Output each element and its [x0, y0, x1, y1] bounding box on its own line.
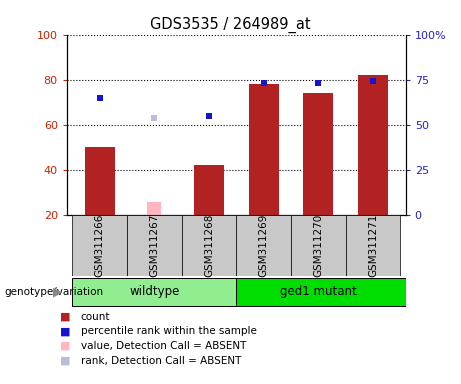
- Text: GDS3535 / 264989_at: GDS3535 / 264989_at: [150, 17, 311, 33]
- Bar: [303, 93, 333, 215]
- Text: GSM311268: GSM311268: [204, 214, 214, 278]
- Bar: [194, 166, 224, 215]
- Text: wildtype: wildtype: [129, 285, 179, 298]
- Bar: [182, 215, 236, 276]
- Bar: [127, 215, 182, 276]
- Bar: [236, 215, 291, 276]
- Text: GSM311266: GSM311266: [95, 214, 105, 278]
- Bar: [148, 202, 161, 215]
- Bar: [346, 215, 400, 276]
- Text: rank, Detection Call = ABSENT: rank, Detection Call = ABSENT: [81, 356, 241, 366]
- Text: GSM311271: GSM311271: [368, 214, 378, 278]
- Bar: [248, 84, 278, 215]
- Text: ▶: ▶: [53, 285, 62, 298]
- Bar: [358, 75, 388, 215]
- Text: percentile rank within the sample: percentile rank within the sample: [81, 326, 257, 336]
- Text: GSM311269: GSM311269: [259, 214, 269, 278]
- Text: ■: ■: [60, 326, 71, 336]
- Text: ■: ■: [60, 341, 71, 351]
- Text: GSM311270: GSM311270: [313, 214, 323, 277]
- Text: ■: ■: [60, 356, 71, 366]
- Text: ged1 mutant: ged1 mutant: [280, 285, 357, 298]
- Text: GSM311267: GSM311267: [149, 214, 160, 278]
- Bar: [236, 278, 406, 306]
- Bar: [291, 215, 346, 276]
- Text: genotype/variation: genotype/variation: [5, 287, 104, 297]
- Text: value, Detection Call = ABSENT: value, Detection Call = ABSENT: [81, 341, 246, 351]
- Text: ■: ■: [60, 312, 71, 322]
- Bar: [72, 215, 127, 276]
- Bar: [85, 147, 115, 215]
- Text: count: count: [81, 312, 110, 322]
- Bar: [72, 278, 236, 306]
